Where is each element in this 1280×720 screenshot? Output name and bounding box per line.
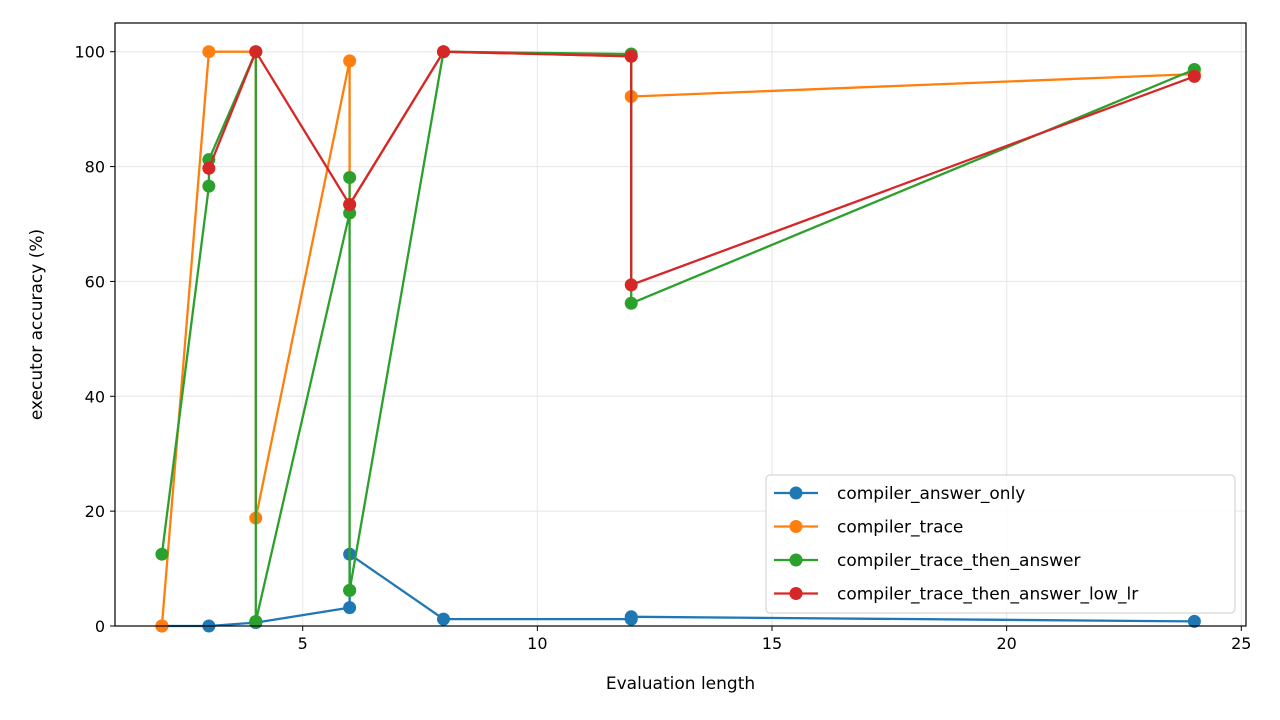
legend: compiler_answer_only compiler_tracecompil… — [765, 474, 1236, 614]
y-axis-label: executor accuracy (%) — [27, 229, 47, 420]
data-point — [249, 45, 263, 59]
legend-marker — [789, 553, 803, 567]
x-tick-label: 15 — [762, 634, 782, 653]
data-point — [1187, 614, 1201, 628]
data-point — [437, 45, 451, 59]
y-tick-label: 60 — [85, 272, 105, 291]
data-point — [343, 170, 357, 184]
x-tick-label: 10 — [527, 634, 547, 653]
data-point — [202, 45, 216, 59]
data-point — [1187, 69, 1201, 83]
data-point — [437, 612, 451, 626]
axis-ticks: 5 10 15 20 25 0 20 40 60 80 100 — [74, 43, 1251, 653]
plot-frame — [114, 22, 1247, 627]
y-tick-label: 20 — [85, 502, 105, 521]
y-tick-label: 80 — [85, 158, 105, 177]
data-point — [155, 547, 169, 561]
x-tick-label: 5 — [298, 634, 308, 653]
data-point — [249, 614, 263, 628]
data-point — [202, 161, 216, 175]
series-compiler-trace-then-answer-low-lr — [202, 45, 1201, 292]
data-point — [202, 179, 216, 193]
data-point — [624, 296, 638, 310]
legend-label: compiler_trace_then_answer_low_lr — [837, 585, 1138, 605]
legend-label: compiler_answer_only — [837, 484, 1025, 504]
data-point — [343, 54, 357, 68]
x-tick-label: 25 — [1231, 634, 1251, 653]
legend-marker — [789, 520, 803, 533]
data-point — [624, 49, 638, 63]
legend-box — [765, 474, 1236, 614]
data-point — [343, 583, 357, 597]
data-point — [343, 601, 357, 615]
legend-marker — [789, 587, 803, 600]
data-point — [624, 610, 638, 624]
x-axis-label: Evaluation length — [606, 674, 755, 694]
y-tick-label: 40 — [85, 387, 105, 406]
y-tick-label: 100 — [74, 43, 105, 62]
data-point — [343, 197, 357, 211]
legend-label: compiler_trace — [837, 518, 963, 538]
data-point — [624, 278, 638, 292]
series-layer — [155, 45, 1201, 633]
legend-label: compiler_trace_then_answer — [837, 551, 1080, 571]
x-tick-label: 20 — [996, 634, 1016, 653]
legend-marker — [789, 486, 803, 500]
y-tick-label: 0 — [95, 617, 105, 636]
